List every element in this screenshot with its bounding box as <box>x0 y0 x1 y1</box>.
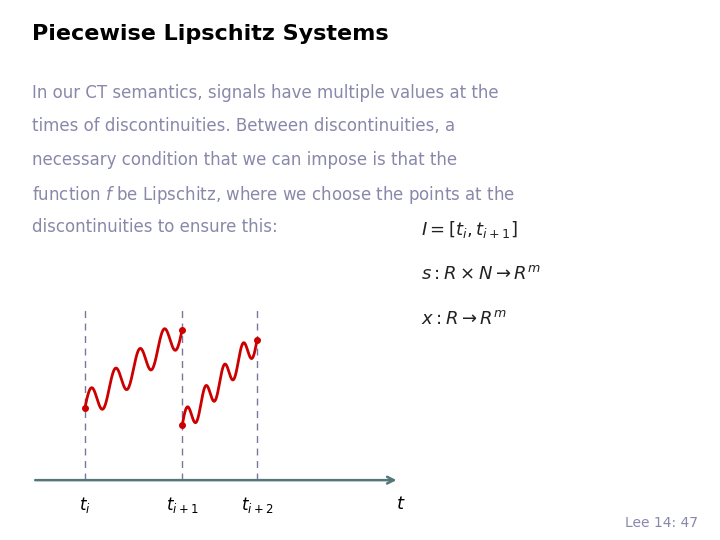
Text: In our CT semantics, signals have multiple values at the: In our CT semantics, signals have multip… <box>32 84 499 102</box>
Text: $I = [t_i, t_{i+1}]$: $I = [t_i, t_{i+1}]$ <box>421 219 518 240</box>
Text: necessary condition that we can impose is that the: necessary condition that we can impose i… <box>32 151 457 168</box>
Text: $t_{i+2}$: $t_{i+2}$ <box>241 495 273 515</box>
Text: times of discontinuities. Between discontinuities, a: times of discontinuities. Between discon… <box>32 117 456 135</box>
Text: $t_{i+1}$: $t_{i+1}$ <box>166 495 199 515</box>
Text: $t_i$: $t_i$ <box>79 495 91 515</box>
Text: $t$: $t$ <box>397 495 406 512</box>
Text: Piecewise Lipschitz Systems: Piecewise Lipschitz Systems <box>32 24 389 44</box>
Text: $x : R \rightarrow R^m$: $x : R \rightarrow R^m$ <box>421 310 507 328</box>
Text: discontinuities to ensure this:: discontinuities to ensure this: <box>32 218 278 235</box>
Text: Lee 14: 47: Lee 14: 47 <box>626 516 698 530</box>
Text: function $f$ be Lipschitz, where we choose the points at the: function $f$ be Lipschitz, where we choo… <box>32 184 516 206</box>
Text: $s : R \times N \rightarrow R^m$: $s : R \times N \rightarrow R^m$ <box>421 265 541 282</box>
